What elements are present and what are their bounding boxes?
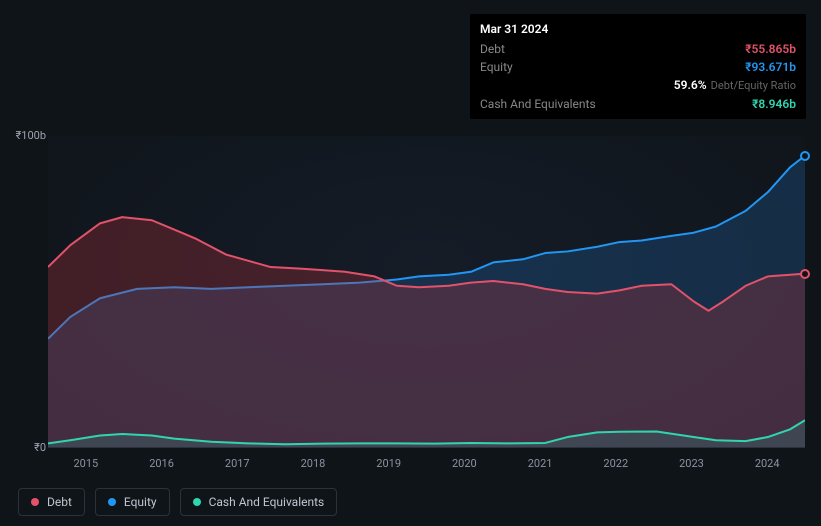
- chart-area: ₹100b₹0 20152016201720182019202020212022…: [18, 120, 805, 478]
- legend-label: Debt: [47, 495, 72, 509]
- x-axis-label: 2024: [729, 457, 805, 470]
- tooltip-row: 59.6% Debt/Equity Ratio: [480, 76, 796, 95]
- series-end-marker: [800, 151, 810, 161]
- chart-tooltip: Mar 31 2024 Debt ₹55.865b Equity ₹93.671b 59…: [470, 14, 806, 119]
- x-axis-label: 2023: [654, 457, 730, 470]
- tooltip-row: Debt ₹55.865b: [480, 40, 796, 58]
- tooltip-value: ₹8.946b: [752, 97, 796, 111]
- tooltip-value-wrap: 59.6% Debt/Equity Ratio: [674, 76, 796, 95]
- tooltip-value-wrap: ₹55.865b: [745, 40, 796, 58]
- legend-item[interactable]: Debt: [18, 488, 85, 516]
- y-axis-label: ₹100b: [6, 129, 46, 142]
- tooltip-value: ₹93.671b: [745, 60, 796, 74]
- tooltip-label: Cash And Equivalents: [480, 95, 596, 113]
- tooltip-value-wrap: ₹8.946b: [752, 95, 796, 113]
- tooltip-date: Mar 31 2024: [480, 20, 796, 38]
- tooltip-value: 59.6%: [674, 78, 707, 92]
- tooltip-row: Cash And Equivalents ₹8.946b: [480, 95, 796, 113]
- plot-area[interactable]: [48, 136, 805, 448]
- x-axis-label: 2016: [124, 457, 200, 470]
- x-axis-label: 2020: [427, 457, 503, 470]
- legend-item[interactable]: Equity: [95, 488, 170, 516]
- tooltip-row: Equity ₹93.671b: [480, 58, 796, 76]
- legend: Debt Equity Cash And Equivalents: [18, 488, 337, 516]
- x-baseline: [48, 447, 805, 448]
- tooltip-label: Debt: [480, 40, 505, 58]
- tooltip-value-wrap: ₹93.671b: [745, 58, 796, 76]
- x-axis-label: 2019: [351, 457, 427, 470]
- legend-dot-icon: [108, 498, 116, 506]
- legend-dot-icon: [31, 498, 39, 506]
- x-axis-label: 2015: [48, 457, 124, 470]
- tooltip-rows: Debt ₹55.865b Equity ₹93.671b 59.6% Debt/Equi…: [480, 40, 796, 113]
- tooltip-suffix: Debt/Equity Ratio: [711, 79, 796, 92]
- chart-svg: [48, 136, 805, 448]
- x-axis-label: 2018: [275, 457, 351, 470]
- tooltip-value: ₹55.865b: [745, 42, 796, 56]
- legend-item[interactable]: Cash And Equivalents: [180, 488, 338, 516]
- legend-label: Equity: [124, 495, 157, 509]
- x-axis: 2015201620172018201920202021202220232024: [48, 457, 805, 470]
- legend-label: Cash And Equivalents: [209, 495, 325, 509]
- x-axis-label: 2022: [578, 457, 654, 470]
- x-axis-label: 2021: [502, 457, 578, 470]
- tooltip-label: Equity: [480, 58, 513, 76]
- x-axis-label: 2017: [199, 457, 275, 470]
- y-axis-label: ₹0: [6, 441, 46, 454]
- series-end-marker: [800, 269, 810, 279]
- legend-dot-icon: [193, 498, 201, 506]
